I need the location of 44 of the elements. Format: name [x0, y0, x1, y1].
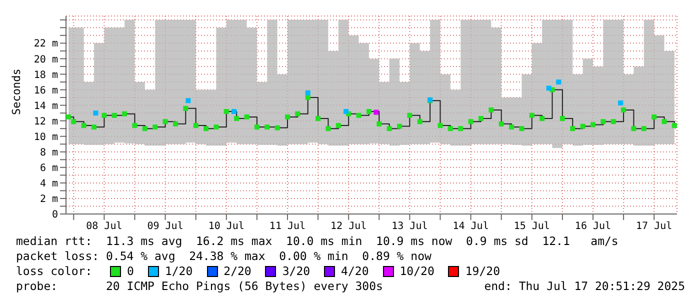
- x-tick-label: 09 Jul: [147, 221, 184, 232]
- x-tick-label: 10 Jul: [208, 221, 244, 232]
- y-tick-label: 0: [52, 210, 58, 221]
- x-tick-label: 15 Jul: [514, 221, 550, 232]
- y-tick-label: 4 m: [40, 178, 58, 190]
- y-tick-label: 16 m: [34, 85, 58, 96]
- y-tick-label: 18 m: [34, 70, 58, 81]
- x-tick-label: 13 Jul: [392, 221, 428, 232]
- text: end: Thu Jul 17 20:51:29 2025: [484, 279, 685, 294]
- point: [546, 86, 552, 91]
- legend-label: 0: [126, 264, 134, 279]
- y-axis-title: Seconds: [10, 68, 23, 115]
- legend-label: 1/20: [164, 264, 193, 279]
- point: [344, 109, 349, 114]
- text: median rtt: 11.3 ms avg 16.2 ms max 10.0 ms min 10.9 ms now 0.9 ms sd 12.1 am/s: [16, 234, 620, 249]
- y-tick-label: 2 m: [40, 194, 58, 206]
- legend-label: 2/20: [222, 264, 252, 279]
- text: probe: 20 ICMP Echo Pings (56 Bytes) every 300s: [16, 279, 383, 294]
- x-tick-label: 14 Jul: [452, 221, 489, 232]
- point: [556, 80, 562, 84]
- x-tick-label: 11 Jul: [269, 221, 306, 232]
- y-tick-label: 10 m: [34, 132, 58, 143]
- legend-label: 19/20: [464, 264, 500, 279]
- x-tick-label: 12 Jul: [330, 221, 367, 232]
- x-tick-label: 16 Jul: [574, 221, 612, 232]
- point: [305, 90, 310, 96]
- y-tick-label: 12 m: [34, 116, 58, 128]
- y-tick-label: 22 m: [34, 38, 58, 50]
- legend-title: loss color:: [16, 264, 94, 279]
- point: [232, 109, 237, 114]
- y-tick-label: 8 m: [40, 147, 58, 158]
- legend-label: 3/20: [281, 264, 310, 279]
- x-tick-label: 08 Jul: [86, 221, 122, 232]
- point: [374, 110, 379, 115]
- point: [618, 100, 624, 106]
- point: [93, 110, 98, 116]
- y-tick-label: 20 m: [34, 54, 58, 66]
- y-tick-label: 14 m: [34, 100, 58, 112]
- legend-label: 10/20: [398, 264, 434, 279]
- legend-label: 4/20: [340, 264, 369, 279]
- text: packet loss: 0.54 % avg 24.38 % max 0.00 % min 0.89 % now: [16, 249, 432, 264]
- point: [186, 98, 191, 104]
- x-tick-label: 17 Jul: [636, 221, 672, 232]
- y-tick-label: 6 m: [40, 162, 58, 174]
